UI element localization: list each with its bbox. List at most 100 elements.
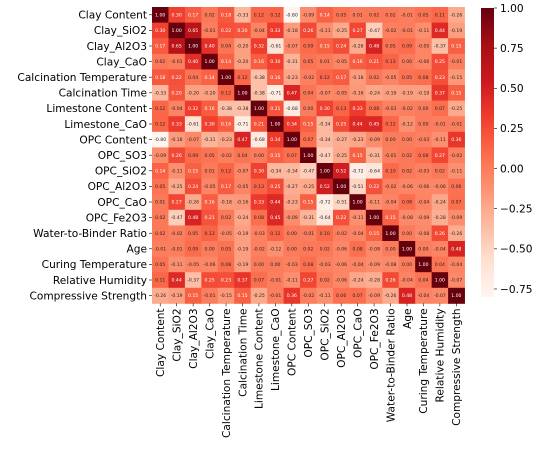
cell-value-label: 0.25 (435, 59, 445, 65)
cell-value-label: 0.04 (418, 278, 428, 284)
cell-value-label: 0.17 (155, 44, 165, 50)
y-tick-label: Clay_Al2O3 (87, 41, 147, 53)
heatmap-cell (283, 178, 301, 195)
cell-value-label: 1.00 (172, 28, 182, 34)
heatmap-cell (250, 163, 268, 179)
cell-value-label: 0.21 (204, 215, 214, 221)
heatmap-cell (431, 178, 449, 195)
heatmap-cell (217, 85, 235, 101)
heatmap-cell (267, 147, 284, 164)
cell-value-label: 0.27 (303, 278, 313, 284)
y-tick-label: OPC Content (79, 134, 147, 146)
cell-value-label: -0.37 (434, 44, 446, 50)
heatmap-cell (382, 178, 400, 195)
heatmap-cell (234, 69, 252, 86)
heatmap-cell (398, 53, 416, 70)
heatmap-cell (448, 147, 465, 164)
heatmap-cell (217, 163, 235, 179)
heatmap-cell (448, 209, 465, 226)
cell-value-label: -0.18 (220, 200, 232, 206)
heatmap-cell (448, 178, 465, 195)
heatmap-cell (382, 272, 400, 289)
heatmap-cell (349, 163, 367, 179)
cell-value-label: -0.05 (187, 262, 199, 268)
cell-value-label: -0.23 (220, 137, 232, 143)
heatmap-cell (332, 7, 350, 23)
heatmap-cell (168, 272, 186, 289)
heatmap-cell (300, 85, 317, 101)
cell-value-label: 0.16 (353, 59, 363, 65)
cell-value-label: 1.00 (336, 184, 346, 190)
heatmap-cell (382, 194, 400, 211)
heatmap-cell (300, 272, 317, 289)
heatmap-cell (250, 69, 268, 86)
cell-value-label: -0.23 (286, 75, 298, 81)
heatmap-cell (349, 38, 367, 55)
heatmap-cell (184, 116, 202, 133)
cell-value-label: 0.37 (237, 278, 247, 284)
cell-value-label: -0.06 (204, 262, 216, 268)
heatmap-cell (283, 131, 301, 148)
cell-value-label: 0.44 (270, 200, 280, 206)
cell-value-label: 1.00 (451, 293, 461, 299)
heatmap-cell (168, 69, 186, 86)
x-tick-label: OPC_Fe2O3 (369, 308, 381, 369)
cell-value-label: 0.05 (303, 59, 313, 65)
heatmap-cell (382, 22, 400, 39)
cell-value-label: 0.11 (155, 278, 165, 284)
cell-value-label: -0.09 (368, 293, 380, 299)
heatmap-cell (398, 209, 416, 226)
cell-value-label: 1.00 (418, 262, 428, 268)
cell-value-label: -0.06 (434, 184, 446, 190)
heatmap-cell (431, 100, 449, 117)
heatmap-cell (168, 85, 186, 101)
cell-value-label: -0.04 (417, 200, 429, 206)
heatmap-cell (349, 85, 367, 101)
cell-value-label: 0.09 (188, 246, 198, 252)
cell-value-label: 0.47 (287, 90, 297, 96)
cell-value-label: 0.15 (188, 168, 198, 174)
y-tick-label: Compressive Strength (29, 290, 147, 302)
cell-value-label: -0.25 (171, 184, 183, 190)
heatmap-cell (250, 116, 268, 133)
cell-value-label: -0.09 (450, 215, 462, 221)
cell-value-label: 0.15 (188, 293, 198, 299)
heatmap-cell (234, 7, 252, 23)
cell-value-label: -0.64 (368, 168, 380, 174)
cell-value-label: 0.33 (353, 106, 363, 112)
cell-value-label: -0.08 (401, 215, 413, 221)
cell-value-label: -0.06 (335, 278, 347, 284)
cell-value-label: 0.00 (402, 59, 412, 65)
heatmap-cell (332, 53, 350, 70)
cell-value-label: -0.24 (237, 215, 249, 221)
heatmap-cell (398, 85, 416, 101)
cell-value-label: -0.23 (352, 137, 364, 143)
cell-value-label: -0.80 (286, 12, 298, 18)
heatmap-cell (152, 241, 169, 257)
heatmap-cell (316, 209, 334, 226)
y-tick-label: OPC_SO3 (98, 150, 147, 162)
heatmap-cell (201, 38, 219, 55)
heatmap-cell (415, 209, 433, 226)
cell-value-label: 0.12 (270, 12, 280, 18)
heatmap-cell (267, 225, 284, 242)
cell-value-label: 0.17 (221, 184, 231, 190)
heatmap-cell (300, 116, 317, 133)
heatmap-cell (184, 225, 202, 242)
heatmap-cell (415, 194, 433, 211)
cell-value-label: -0.72 (352, 168, 364, 174)
cell-value-label: 0.37 (435, 90, 445, 96)
cell-value-label: 0.13 (385, 59, 395, 65)
cell-value-label: 0.01 (155, 200, 165, 206)
x-tick-label: OPC_Al2O3 (336, 308, 348, 367)
cell-value-label: -0.06 (335, 262, 347, 268)
heatmap-cell (152, 194, 169, 211)
cell-value-label: -0.01 (269, 278, 281, 284)
cell-value-label: -0.01 (269, 293, 281, 299)
heatmap-cell (283, 241, 301, 257)
cell-value-label: 0.00 (402, 137, 412, 143)
heatmap-cell (365, 22, 383, 39)
heatmap-cell (382, 69, 400, 86)
heatmap-cell (349, 69, 367, 86)
